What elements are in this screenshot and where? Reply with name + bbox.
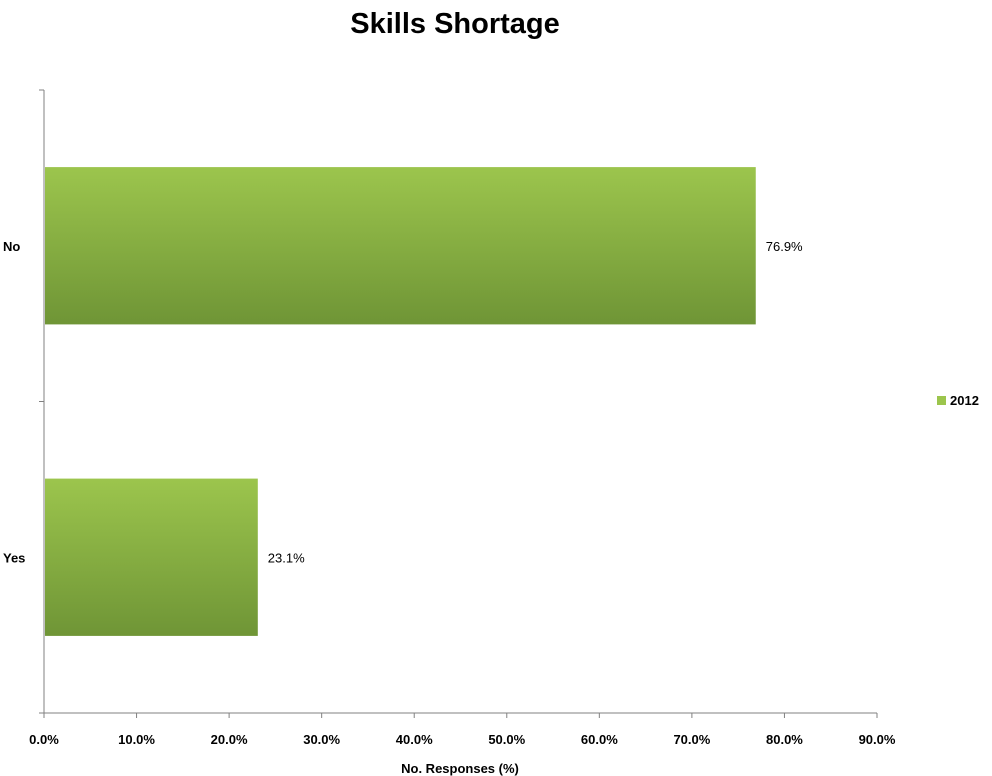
data-label-yes: 23.1% [268, 550, 305, 565]
x-tick-label: 50.0% [488, 732, 525, 747]
data-label-no: 76.9% [766, 239, 803, 254]
chart-title: Skills Shortage [350, 8, 560, 40]
legend-label: 2012 [950, 393, 979, 408]
x-tick-label: 20.0% [211, 732, 248, 747]
x-tick-label: 0.0% [29, 732, 59, 747]
x-axis-ticks [43, 713, 878, 718]
legend-swatch [937, 396, 946, 405]
data-labels: 76.9% 23.1% [268, 239, 803, 566]
category-label-no: No [3, 239, 20, 254]
y-axis-ticks [39, 89, 44, 714]
legend: 2012 [937, 393, 979, 408]
category-label-yes: Yes [3, 550, 25, 565]
x-tick-label: 40.0% [396, 732, 433, 747]
bar-yes [45, 478, 258, 636]
bar-no [45, 167, 756, 325]
x-tick-label: 70.0% [673, 732, 710, 747]
x-tick-label: 30.0% [303, 732, 340, 747]
bar-series [45, 167, 756, 636]
category-labels: No Yes [3, 239, 25, 566]
x-tick-label: 80.0% [766, 732, 803, 747]
x-axis-title: No. Responses (%) [401, 761, 519, 776]
x-tick-labels: 0.0% 10.0% 20.0% 30.0% 40.0% 50.0% 60.0% 70.0% 8… [29, 732, 896, 747]
x-tick-label: 90.0% [859, 732, 896, 747]
x-tick-label: 60.0% [581, 732, 618, 747]
x-tick-label: 10.0% [118, 732, 155, 747]
